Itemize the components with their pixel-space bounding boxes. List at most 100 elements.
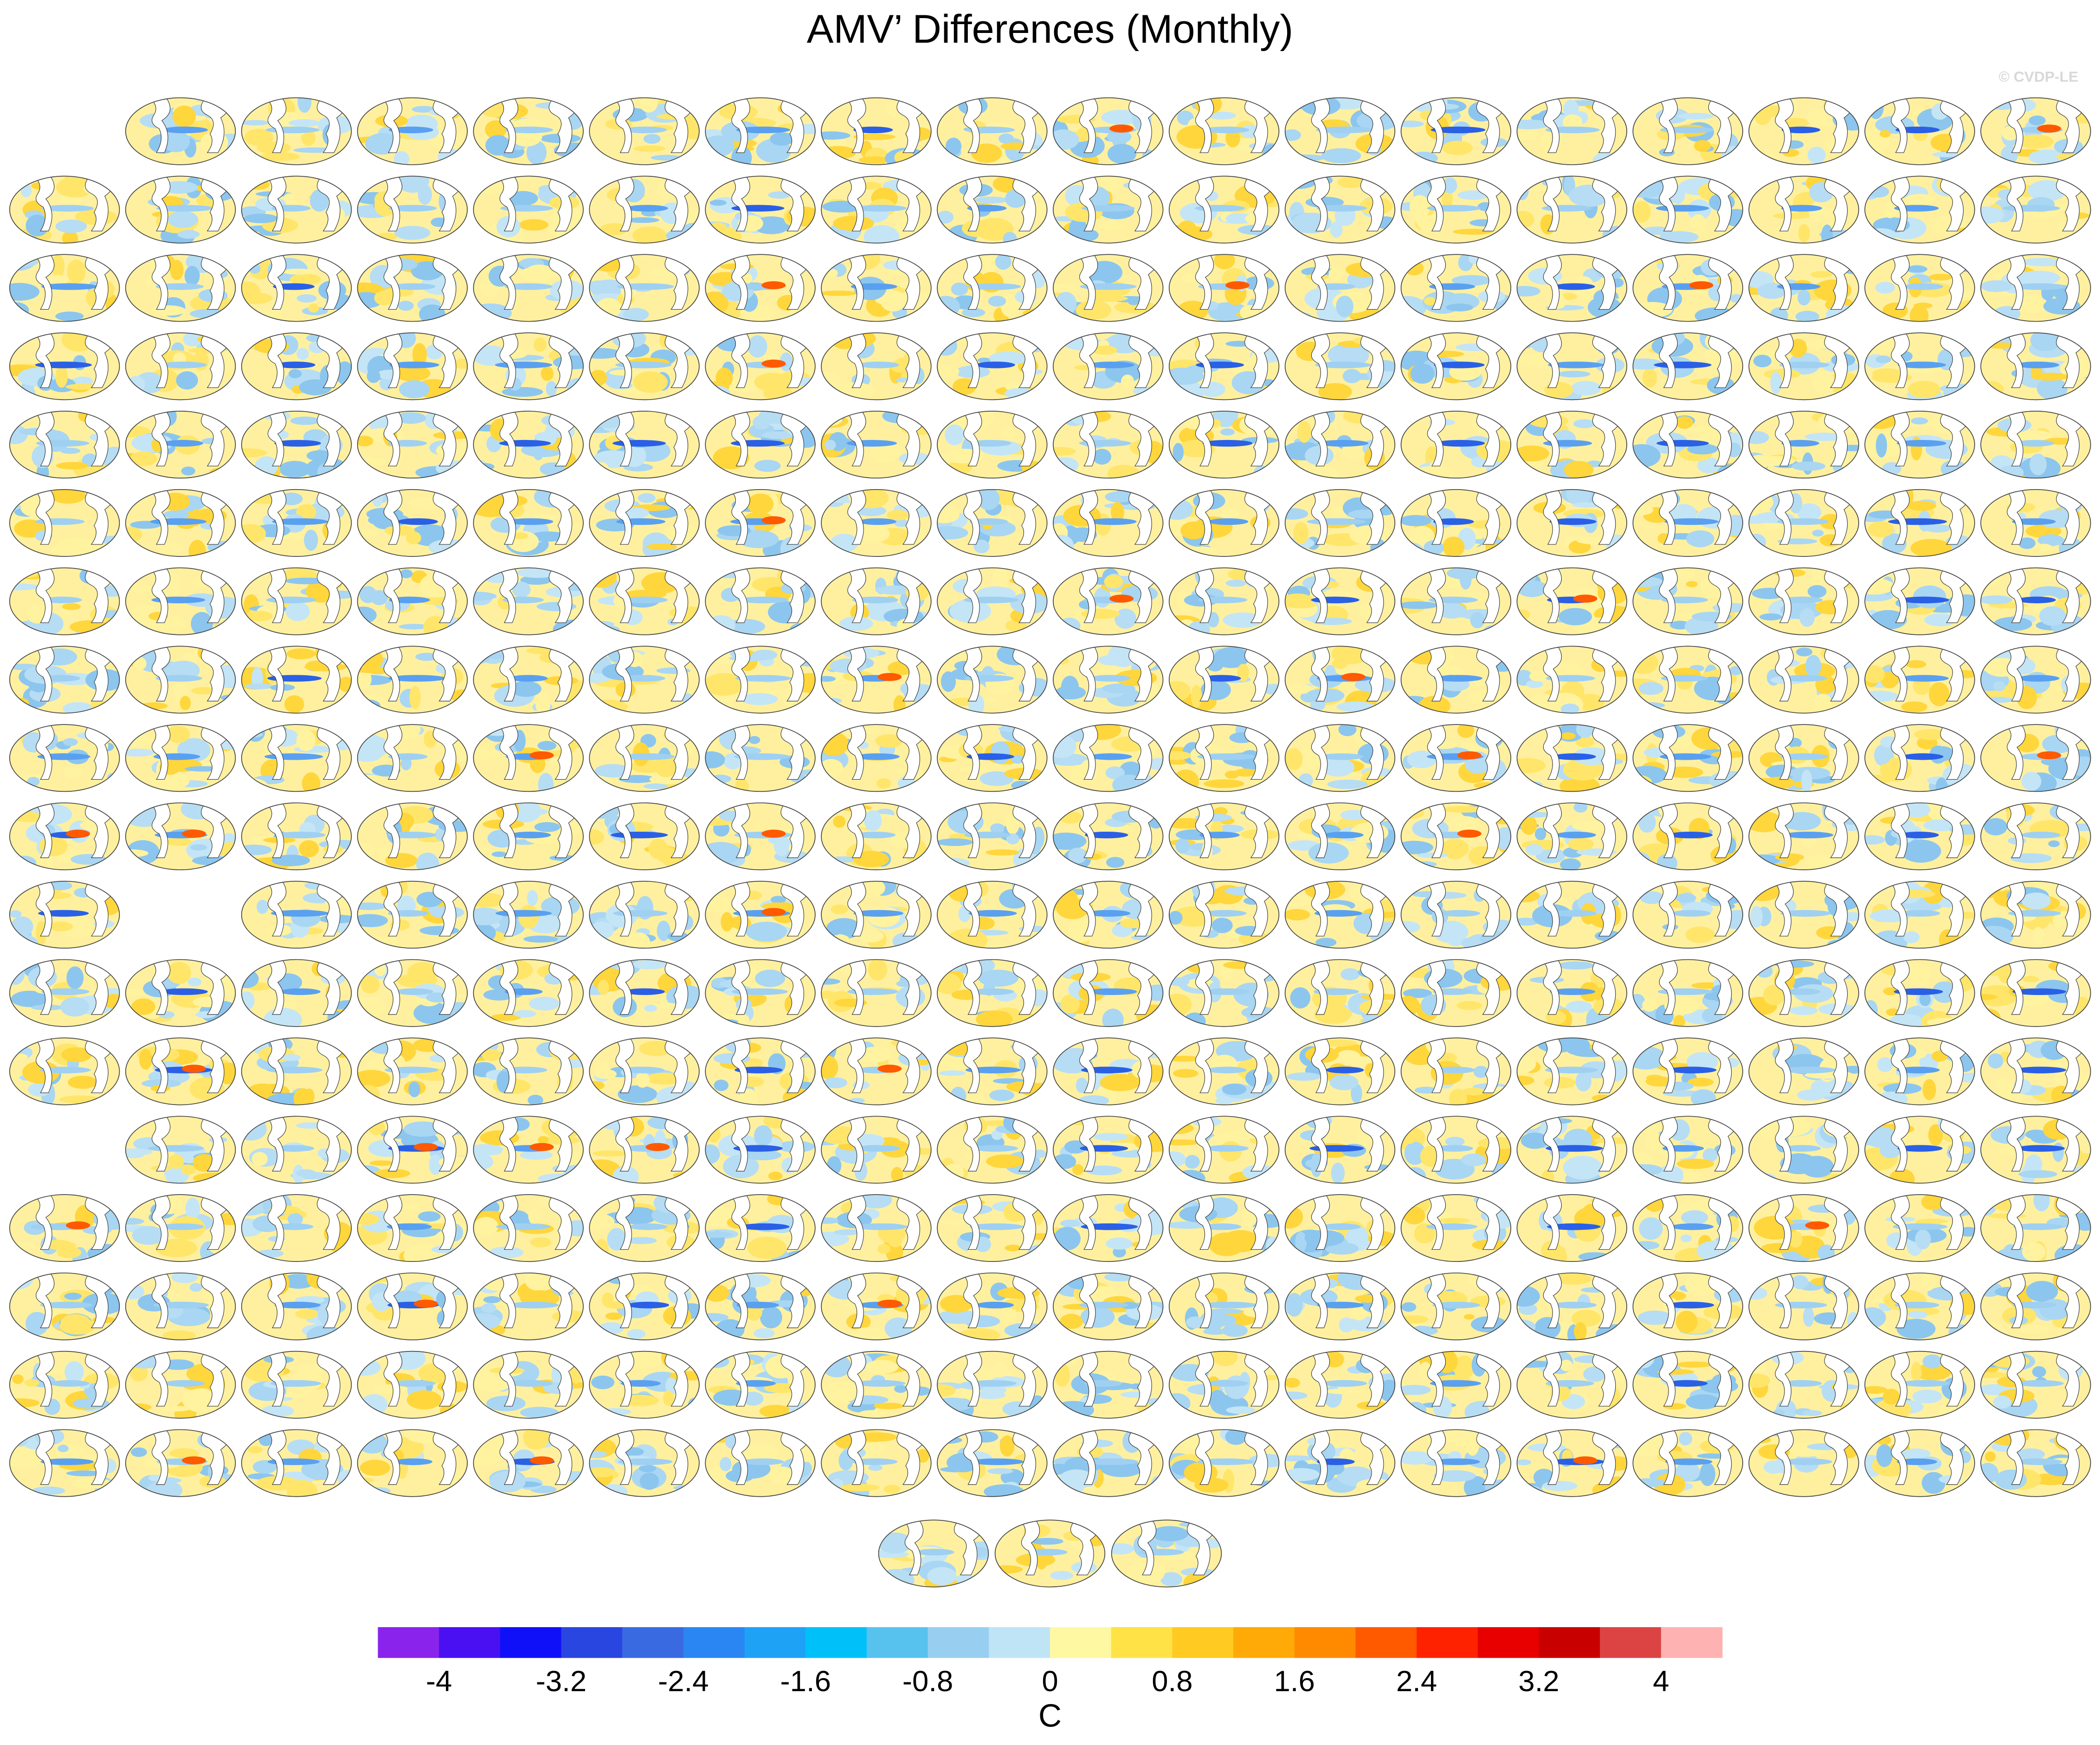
map-shading <box>282 268 315 275</box>
watermark: © CVDP-LE <box>1999 68 2079 85</box>
map-outline <box>1748 254 1859 322</box>
map-shading <box>589 804 619 819</box>
map-panel <box>241 411 352 478</box>
map-shading <box>1055 657 1069 665</box>
land <box>614 647 634 702</box>
map-panel <box>9 568 120 635</box>
map-shading <box>821 131 850 140</box>
map-shading <box>473 1150 501 1156</box>
map-shading <box>150 772 190 790</box>
map-shading <box>770 132 794 146</box>
map-outline <box>821 332 932 401</box>
map-panel <box>1401 881 1511 949</box>
land <box>1541 882 1562 937</box>
land <box>962 882 982 937</box>
map-shading <box>481 1063 495 1069</box>
map-shading <box>70 620 110 634</box>
map-shading <box>1225 579 1246 587</box>
map-shading <box>1172 443 1184 462</box>
map-shading <box>358 544 371 553</box>
land <box>34 255 55 310</box>
map-panel <box>241 568 352 635</box>
map-shading <box>1433 518 1474 525</box>
map-shading <box>1003 232 1017 243</box>
map-shading <box>357 914 388 927</box>
land <box>266 412 287 466</box>
map-panel <box>1053 646 1163 713</box>
map-shading <box>11 916 33 937</box>
map-panel <box>1633 333 1743 400</box>
map-shading <box>968 283 1021 290</box>
land <box>1310 98 1330 153</box>
map-shading <box>737 596 789 603</box>
map-panel <box>705 802 815 870</box>
land <box>962 412 982 466</box>
map-shading <box>1520 1116 1542 1130</box>
map-shading <box>50 545 81 554</box>
map-panel <box>473 646 584 713</box>
map-shading <box>1902 753 1944 760</box>
map-shading <box>1328 267 1344 280</box>
map-panel <box>1285 254 1395 322</box>
map-shading <box>1905 194 1934 205</box>
map-shading <box>1011 755 1025 764</box>
map-outline <box>1284 880 1396 949</box>
map-shading <box>1558 961 1594 969</box>
land <box>2005 882 2026 937</box>
map-shading <box>2015 362 2059 368</box>
map-shading <box>162 439 204 447</box>
map-shading <box>1592 152 1617 165</box>
map-shading <box>1214 254 1235 270</box>
map-shading <box>1473 1066 1488 1078</box>
land <box>962 334 982 388</box>
map-shading <box>130 451 157 466</box>
map-shading <box>1286 154 1325 162</box>
land <box>34 569 55 623</box>
map-outline <box>1168 411 1280 479</box>
land <box>1310 1117 1330 1172</box>
map-shading <box>1169 911 1183 925</box>
map-shading <box>1285 129 1301 141</box>
map-shading <box>1424 297 1436 306</box>
map-shading <box>167 962 191 984</box>
map-outline <box>1400 880 1512 949</box>
map-shading <box>1563 1156 1603 1180</box>
land <box>962 960 982 1015</box>
land <box>614 334 634 388</box>
map-shading <box>357 606 377 624</box>
land <box>1078 1039 1098 1093</box>
map-shading <box>473 592 497 601</box>
map-shading <box>2028 149 2068 165</box>
map-shading <box>1520 1132 1549 1149</box>
map-shading <box>225 538 236 552</box>
map-outline <box>821 646 932 714</box>
map-shading <box>600 223 628 236</box>
map-shading <box>705 673 744 696</box>
map-shading <box>1316 126 1373 134</box>
map-shading <box>1560 858 1581 870</box>
map-shading <box>2021 831 2061 839</box>
map-panel <box>1053 568 1163 635</box>
map-shading <box>1462 1087 1486 1096</box>
map-outline <box>1748 802 1859 871</box>
map-outline <box>589 254 700 322</box>
land <box>266 647 287 702</box>
map-shading <box>399 624 429 630</box>
map-shading <box>1237 664 1250 682</box>
map-shading <box>855 205 907 212</box>
land <box>730 1117 750 1172</box>
map-shading <box>1666 766 1704 778</box>
map-panel <box>1285 1038 1395 1105</box>
map-shading <box>995 254 1011 270</box>
map-outline <box>1632 1116 1743 1184</box>
map-shading <box>2021 772 2042 791</box>
map-shading <box>1865 1000 1878 1020</box>
map-shading <box>858 518 896 525</box>
land <box>1657 647 1678 702</box>
map-shading <box>1872 368 1902 380</box>
land <box>266 804 287 858</box>
map-shading <box>534 822 560 832</box>
map-shading <box>937 211 954 224</box>
map-outline <box>1748 411 1859 479</box>
map-outline <box>1632 489 1743 557</box>
